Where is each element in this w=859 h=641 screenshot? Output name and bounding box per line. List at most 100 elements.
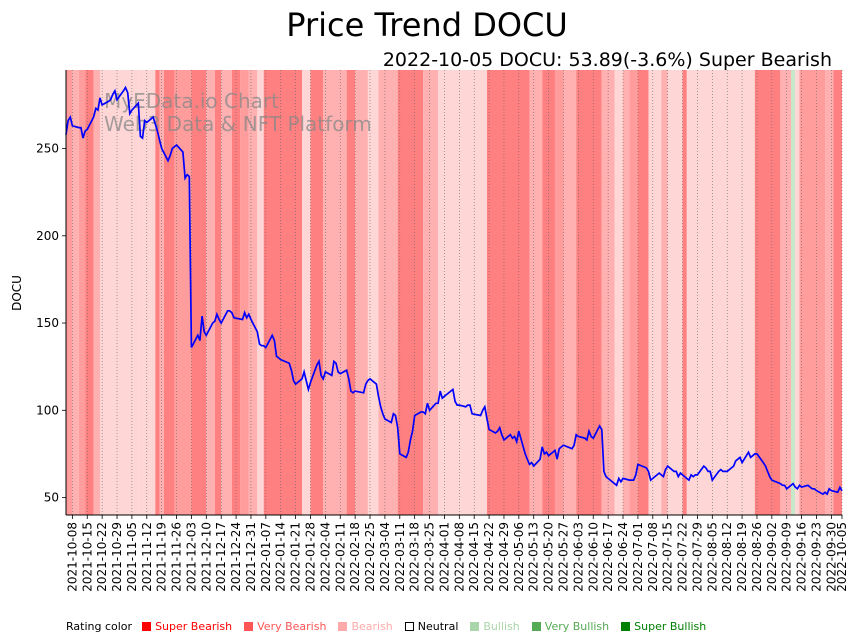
x-tick-label: 2022-02-25 bbox=[363, 522, 377, 592]
x-tick-label: 2022-07-15 bbox=[661, 522, 675, 592]
watermark-line-1: MyEData.io Chart bbox=[104, 89, 279, 113]
x-tick-label: 2021-12-31 bbox=[244, 522, 258, 592]
rating-band bbox=[799, 70, 825, 515]
x-tick-label: 2022-09-23 bbox=[809, 522, 823, 592]
rating-band bbox=[310, 70, 324, 515]
legend-swatch bbox=[244, 621, 254, 631]
x-tick-label: 2022-01-07 bbox=[259, 522, 273, 592]
rating-band bbox=[780, 70, 791, 515]
x-tick-label: 2022-07-29 bbox=[690, 522, 704, 592]
legend-item: Neutral bbox=[404, 619, 459, 633]
rating-band bbox=[257, 70, 264, 515]
rating-band bbox=[667, 70, 683, 515]
rating-band bbox=[206, 70, 215, 515]
y-tick-label: 150 bbox=[36, 316, 59, 330]
x-tick-label: 2021-11-26 bbox=[170, 522, 184, 592]
x-tick-label: 2022-09-02 bbox=[765, 522, 779, 592]
x-tick-label: 2022-08-05 bbox=[705, 522, 719, 592]
x-tick-label: 2021-10-15 bbox=[80, 522, 94, 592]
x-tick-label: 2022-06-10 bbox=[586, 522, 600, 592]
legend-item: Very Bullish bbox=[531, 620, 609, 633]
rating-band bbox=[563, 70, 577, 515]
rating-band bbox=[824, 70, 834, 515]
x-tick-label: 2022-05-27 bbox=[556, 522, 570, 592]
x-tick-label: 2022-09-30 bbox=[824, 522, 838, 592]
x-tick-label: 2022-01-21 bbox=[289, 522, 303, 592]
rating-band bbox=[66, 70, 73, 515]
rating-band bbox=[833, 70, 842, 515]
x-tick-label: 2021-11-05 bbox=[125, 522, 139, 592]
x-tick-label: 2022-03-11 bbox=[393, 522, 407, 592]
rating-band bbox=[554, 70, 564, 515]
legend-swatch bbox=[470, 621, 480, 631]
x-tick-label: 2022-02-18 bbox=[348, 522, 362, 592]
x-tick-label: 2022-09-16 bbox=[795, 522, 809, 592]
legend-swatch bbox=[621, 621, 631, 631]
y-tick-label: 100 bbox=[36, 403, 59, 417]
x-tick-label: 2022-05-20 bbox=[542, 522, 556, 592]
legend-swatch bbox=[531, 621, 541, 631]
rating-band bbox=[221, 70, 232, 515]
legend-item: Very Bearish bbox=[244, 620, 326, 633]
x-tick-label: 2021-12-17 bbox=[214, 522, 228, 592]
rating-bands bbox=[66, 70, 842, 515]
rating-band bbox=[423, 70, 439, 515]
rating-band bbox=[85, 70, 94, 515]
rating-band bbox=[754, 70, 781, 515]
rating-band bbox=[397, 70, 424, 515]
rating-band bbox=[614, 70, 624, 515]
x-tick-label: 2022-01-14 bbox=[274, 522, 288, 592]
rating-band bbox=[346, 70, 356, 515]
legend-label: Rating color bbox=[66, 619, 133, 633]
x-tick-label: 2021-11-12 bbox=[140, 522, 154, 592]
y-tick-label: 50 bbox=[44, 491, 59, 505]
rating-band bbox=[795, 70, 800, 515]
x-ticks: 2021-10-08 2021-10-15 2021-10-22 2021-10-29… bbox=[65, 515, 849, 592]
legend-text: Super Bearish bbox=[155, 619, 233, 633]
x-tick-label: 2021-10-08 bbox=[65, 522, 79, 592]
y-tick-label: 200 bbox=[36, 229, 59, 243]
x-tick-label: 2022-04-15 bbox=[467, 522, 481, 592]
rating-band bbox=[438, 70, 487, 515]
rating-band bbox=[623, 70, 630, 515]
legend-swatch bbox=[338, 621, 348, 631]
x-tick-label: 2022-06-17 bbox=[601, 522, 615, 592]
price-series-line bbox=[65, 85, 843, 496]
rating-band bbox=[240, 70, 249, 515]
x-tick-label: 2022-03-04 bbox=[378, 522, 392, 592]
x-tick-label: 2022-09-09 bbox=[780, 522, 794, 592]
watermark-line-2: Web3 Data & NFT Platform bbox=[104, 112, 372, 136]
x-gridlines bbox=[72, 70, 843, 515]
legend-swatch bbox=[404, 621, 414, 631]
rating-band bbox=[248, 70, 258, 515]
rating-band bbox=[163, 70, 175, 515]
rating-band bbox=[155, 70, 160, 515]
rating-band bbox=[93, 70, 101, 515]
x-tick-label: 2022-07-22 bbox=[676, 522, 690, 592]
rating-band bbox=[214, 70, 222, 515]
x-tick-label: 2021-12-03 bbox=[184, 522, 198, 592]
legend-item: Bullish bbox=[470, 620, 520, 633]
x-tick-label: 2022-04-22 bbox=[482, 522, 496, 592]
y-ticks: 50 100 150 200 250 bbox=[36, 142, 66, 505]
x-tick-label: 2022-04-01 bbox=[437, 522, 451, 592]
legend-items: Super Bearish Very Bearish Bearish Neutral B… bbox=[142, 620, 718, 633]
rating-band bbox=[378, 70, 398, 515]
x-tick-label: 2022-03-25 bbox=[423, 522, 437, 592]
rating-band bbox=[191, 70, 207, 515]
chart-title: Price Trend DOCU bbox=[286, 6, 568, 44]
legend-text: Neutral bbox=[417, 619, 459, 633]
rating-band bbox=[323, 70, 347, 515]
x-tick-label: 2022-02-04 bbox=[318, 522, 332, 592]
x-tick-label: 2022-02-11 bbox=[333, 522, 347, 592]
rating-band bbox=[529, 70, 543, 515]
x-tick-label: 2021-10-22 bbox=[95, 522, 109, 592]
x-tick-label: 2022-01-28 bbox=[303, 522, 317, 592]
x-tick-label: 2022-07-01 bbox=[631, 522, 645, 592]
x-tick-label: 2021-12-10 bbox=[199, 522, 213, 592]
legend-text: Bearish bbox=[351, 619, 393, 633]
x-tick-label: 2021-10-29 bbox=[110, 522, 124, 592]
x-tick-label: 2022-10-05 bbox=[835, 522, 849, 592]
x-tick-label: 2022-08-19 bbox=[735, 522, 749, 592]
